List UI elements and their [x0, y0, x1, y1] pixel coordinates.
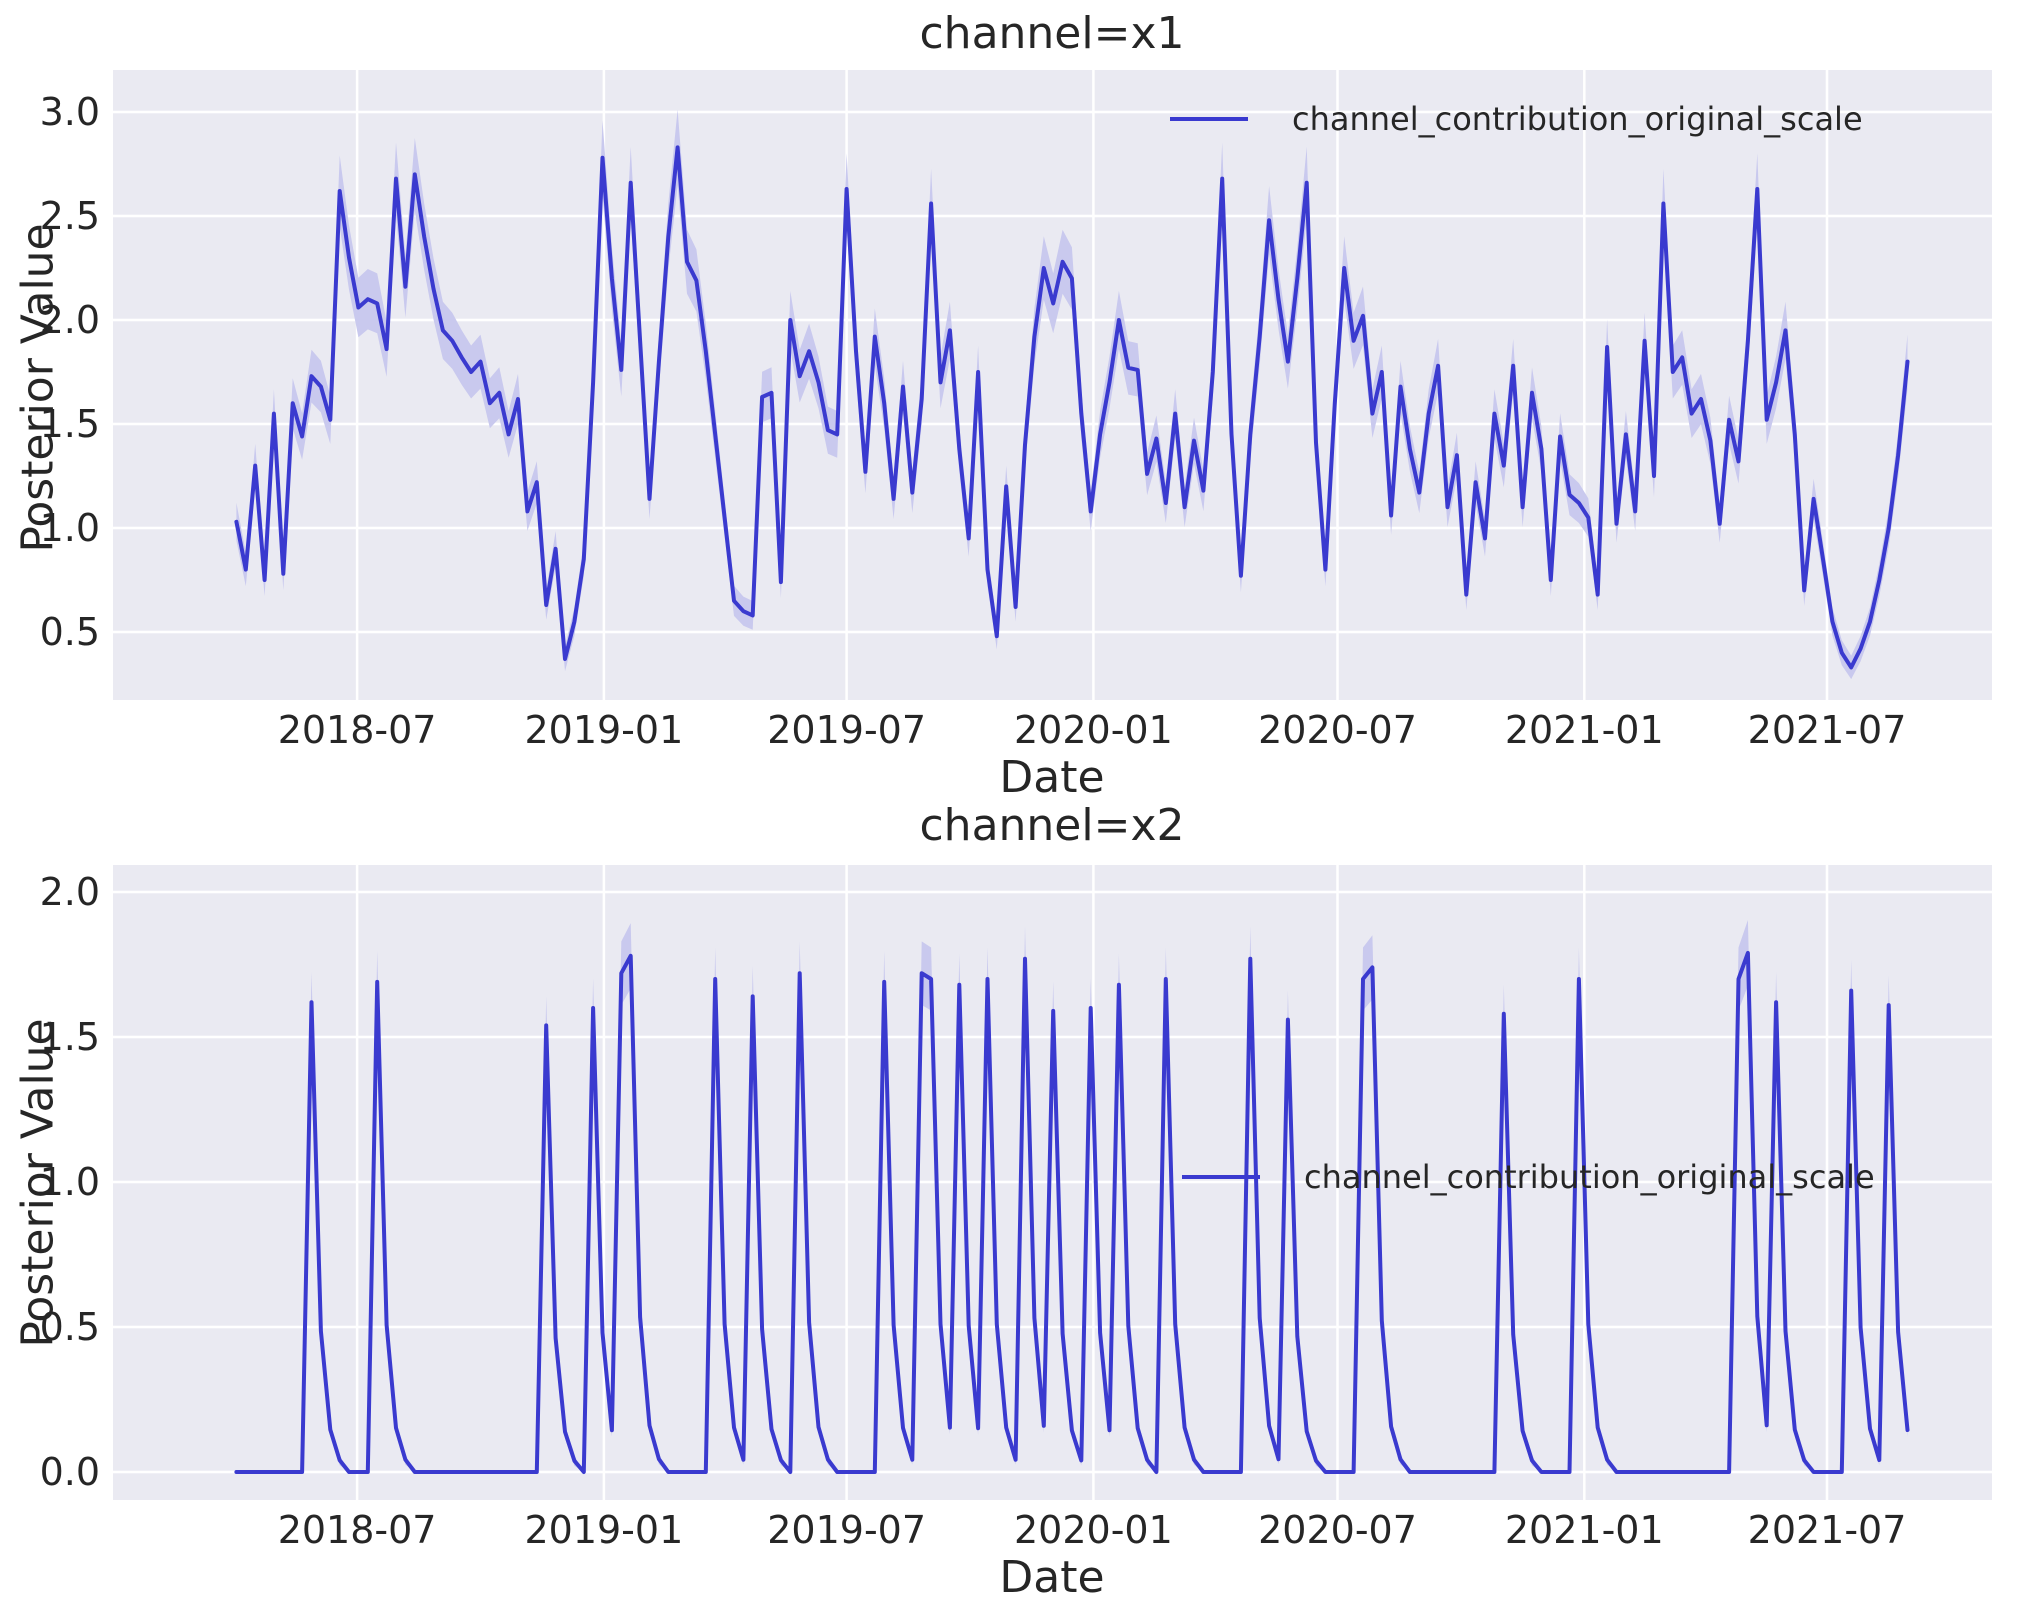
x1-title: channel=x1	[919, 8, 1185, 59]
x1-legend-line-icon	[1170, 117, 1248, 121]
x1-y-tick-label: 1.0	[39, 506, 100, 550]
x1-y-tick-label: 3.0	[39, 90, 100, 134]
x2-plot-area	[113, 865, 1992, 1500]
x2-x-tick-label: 2020-01	[1014, 1508, 1173, 1552]
x2-title: channel=x2	[919, 800, 1185, 851]
x1-x-tick-label: 2021-07	[1747, 708, 1907, 752]
x1-x-tick-label: 2021-01	[1504, 708, 1664, 752]
x1-x-tick-label: 2019-07	[767, 708, 927, 752]
x2-legend-label: channel_contribution_original_scale	[1304, 1158, 1875, 1196]
x2-x-tick-label: 2018-07	[277, 1508, 437, 1552]
x1-y-axis-label: Posterior Value	[12, 223, 64, 553]
x2-legend: channel_contribution_original_scale	[1182, 1158, 1875, 1196]
x1-x-axis-label: Date	[999, 752, 1105, 803]
x2-x-axis-label: Date	[999, 1552, 1105, 1603]
x1-y-tick-label: 2.0	[39, 298, 100, 342]
x2-y-tick-label: 0.5	[39, 1305, 100, 1349]
x2-x-tick-label: 2021-07	[1747, 1508, 1907, 1552]
x1-y-tick-label: 0.5	[39, 610, 100, 654]
x2-y-tick-label: 2.0	[39, 870, 100, 914]
x1-legend: channel_contribution_original_scale	[1170, 100, 1863, 138]
x2-x-tick-label: 2019-01	[524, 1508, 684, 1552]
x2-y-tick-label: 0.0	[39, 1450, 100, 1494]
x1-legend-label: channel_contribution_original_scale	[1292, 100, 1863, 138]
x2-y-tick-label: 1.0	[39, 1160, 100, 1204]
x1-y-tick-label: 1.5	[39, 402, 100, 446]
x1-y-tick-label: 2.5	[39, 194, 100, 238]
x2-x-tick-label: 2020-07	[1258, 1508, 1417, 1552]
x1-plot-area	[113, 70, 1992, 700]
x2-legend-line-icon	[1182, 1175, 1260, 1179]
x1-x-tick-label: 2019-01	[524, 708, 684, 752]
x1-x-tick-label: 2020-01	[1014, 708, 1173, 752]
x1-chart-svg	[113, 70, 1992, 700]
x2-x-tick-label: 2021-01	[1504, 1508, 1664, 1552]
x2-x-tick-label: 2019-07	[767, 1508, 927, 1552]
x1-x-tick-label: 2020-07	[1258, 708, 1417, 752]
x1-x-tick-label: 2018-07	[277, 708, 437, 752]
x2-y-axis-label: Posterior Value	[12, 1018, 64, 1348]
x2-chart-svg	[113, 865, 1992, 1500]
x2-y-tick-label: 1.5	[39, 1015, 100, 1059]
